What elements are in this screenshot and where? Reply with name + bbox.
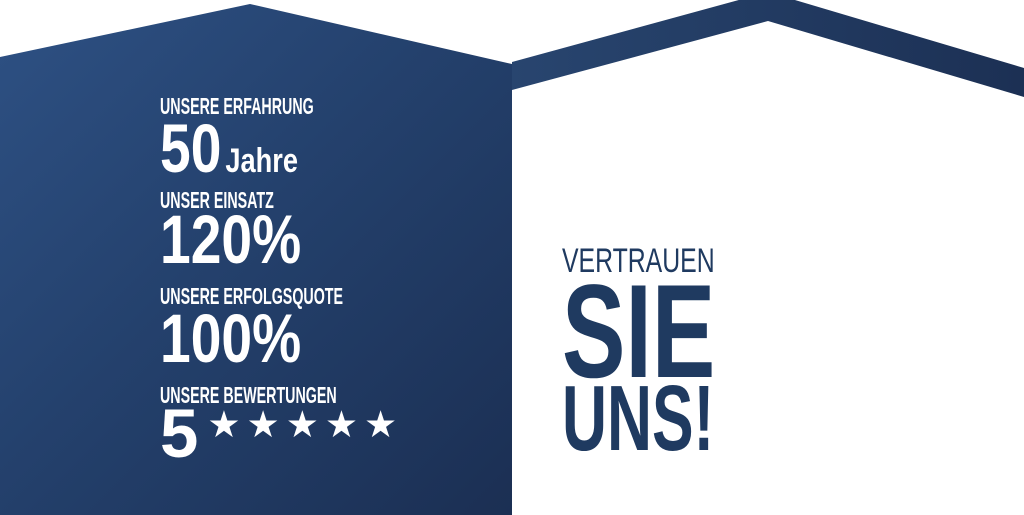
headline-line-vertrauen: VERTRAUEN (562, 242, 715, 280)
stat-label-success-rate: UNSERE ERFOLGSQUOTE (160, 283, 344, 309)
stat-number-commitment: 120% (160, 201, 302, 278)
stat-label-experience: UNSERE ERFAHRUNG (160, 93, 314, 119)
left-house-panel (0, 4, 512, 515)
stat-number-years: 50 (160, 110, 222, 187)
stat-number-rating: 5 (160, 395, 199, 472)
stat-unit-years: Jahre (225, 142, 298, 180)
roof-outline-shape (512, 0, 1024, 97)
headline-line-sie: SIE (562, 258, 716, 406)
stat-label-commitment: UNSER EINSATZ (160, 187, 274, 213)
stat-value-ratings: 5 ★★★★★ (160, 399, 403, 468)
headline-line-uns: UNS! (562, 366, 715, 470)
stat-value-commitment: 120% (160, 205, 301, 274)
stat-label-ratings: UNSERE BEWERTUNGEN (160, 382, 337, 408)
stat-value-experience: 50 Jahre (160, 114, 298, 183)
stat-value-success-rate: 100% (160, 304, 301, 373)
five-star-rating-icons: ★★★★★ (207, 403, 404, 446)
stat-number-success-rate: 100% (160, 300, 302, 377)
